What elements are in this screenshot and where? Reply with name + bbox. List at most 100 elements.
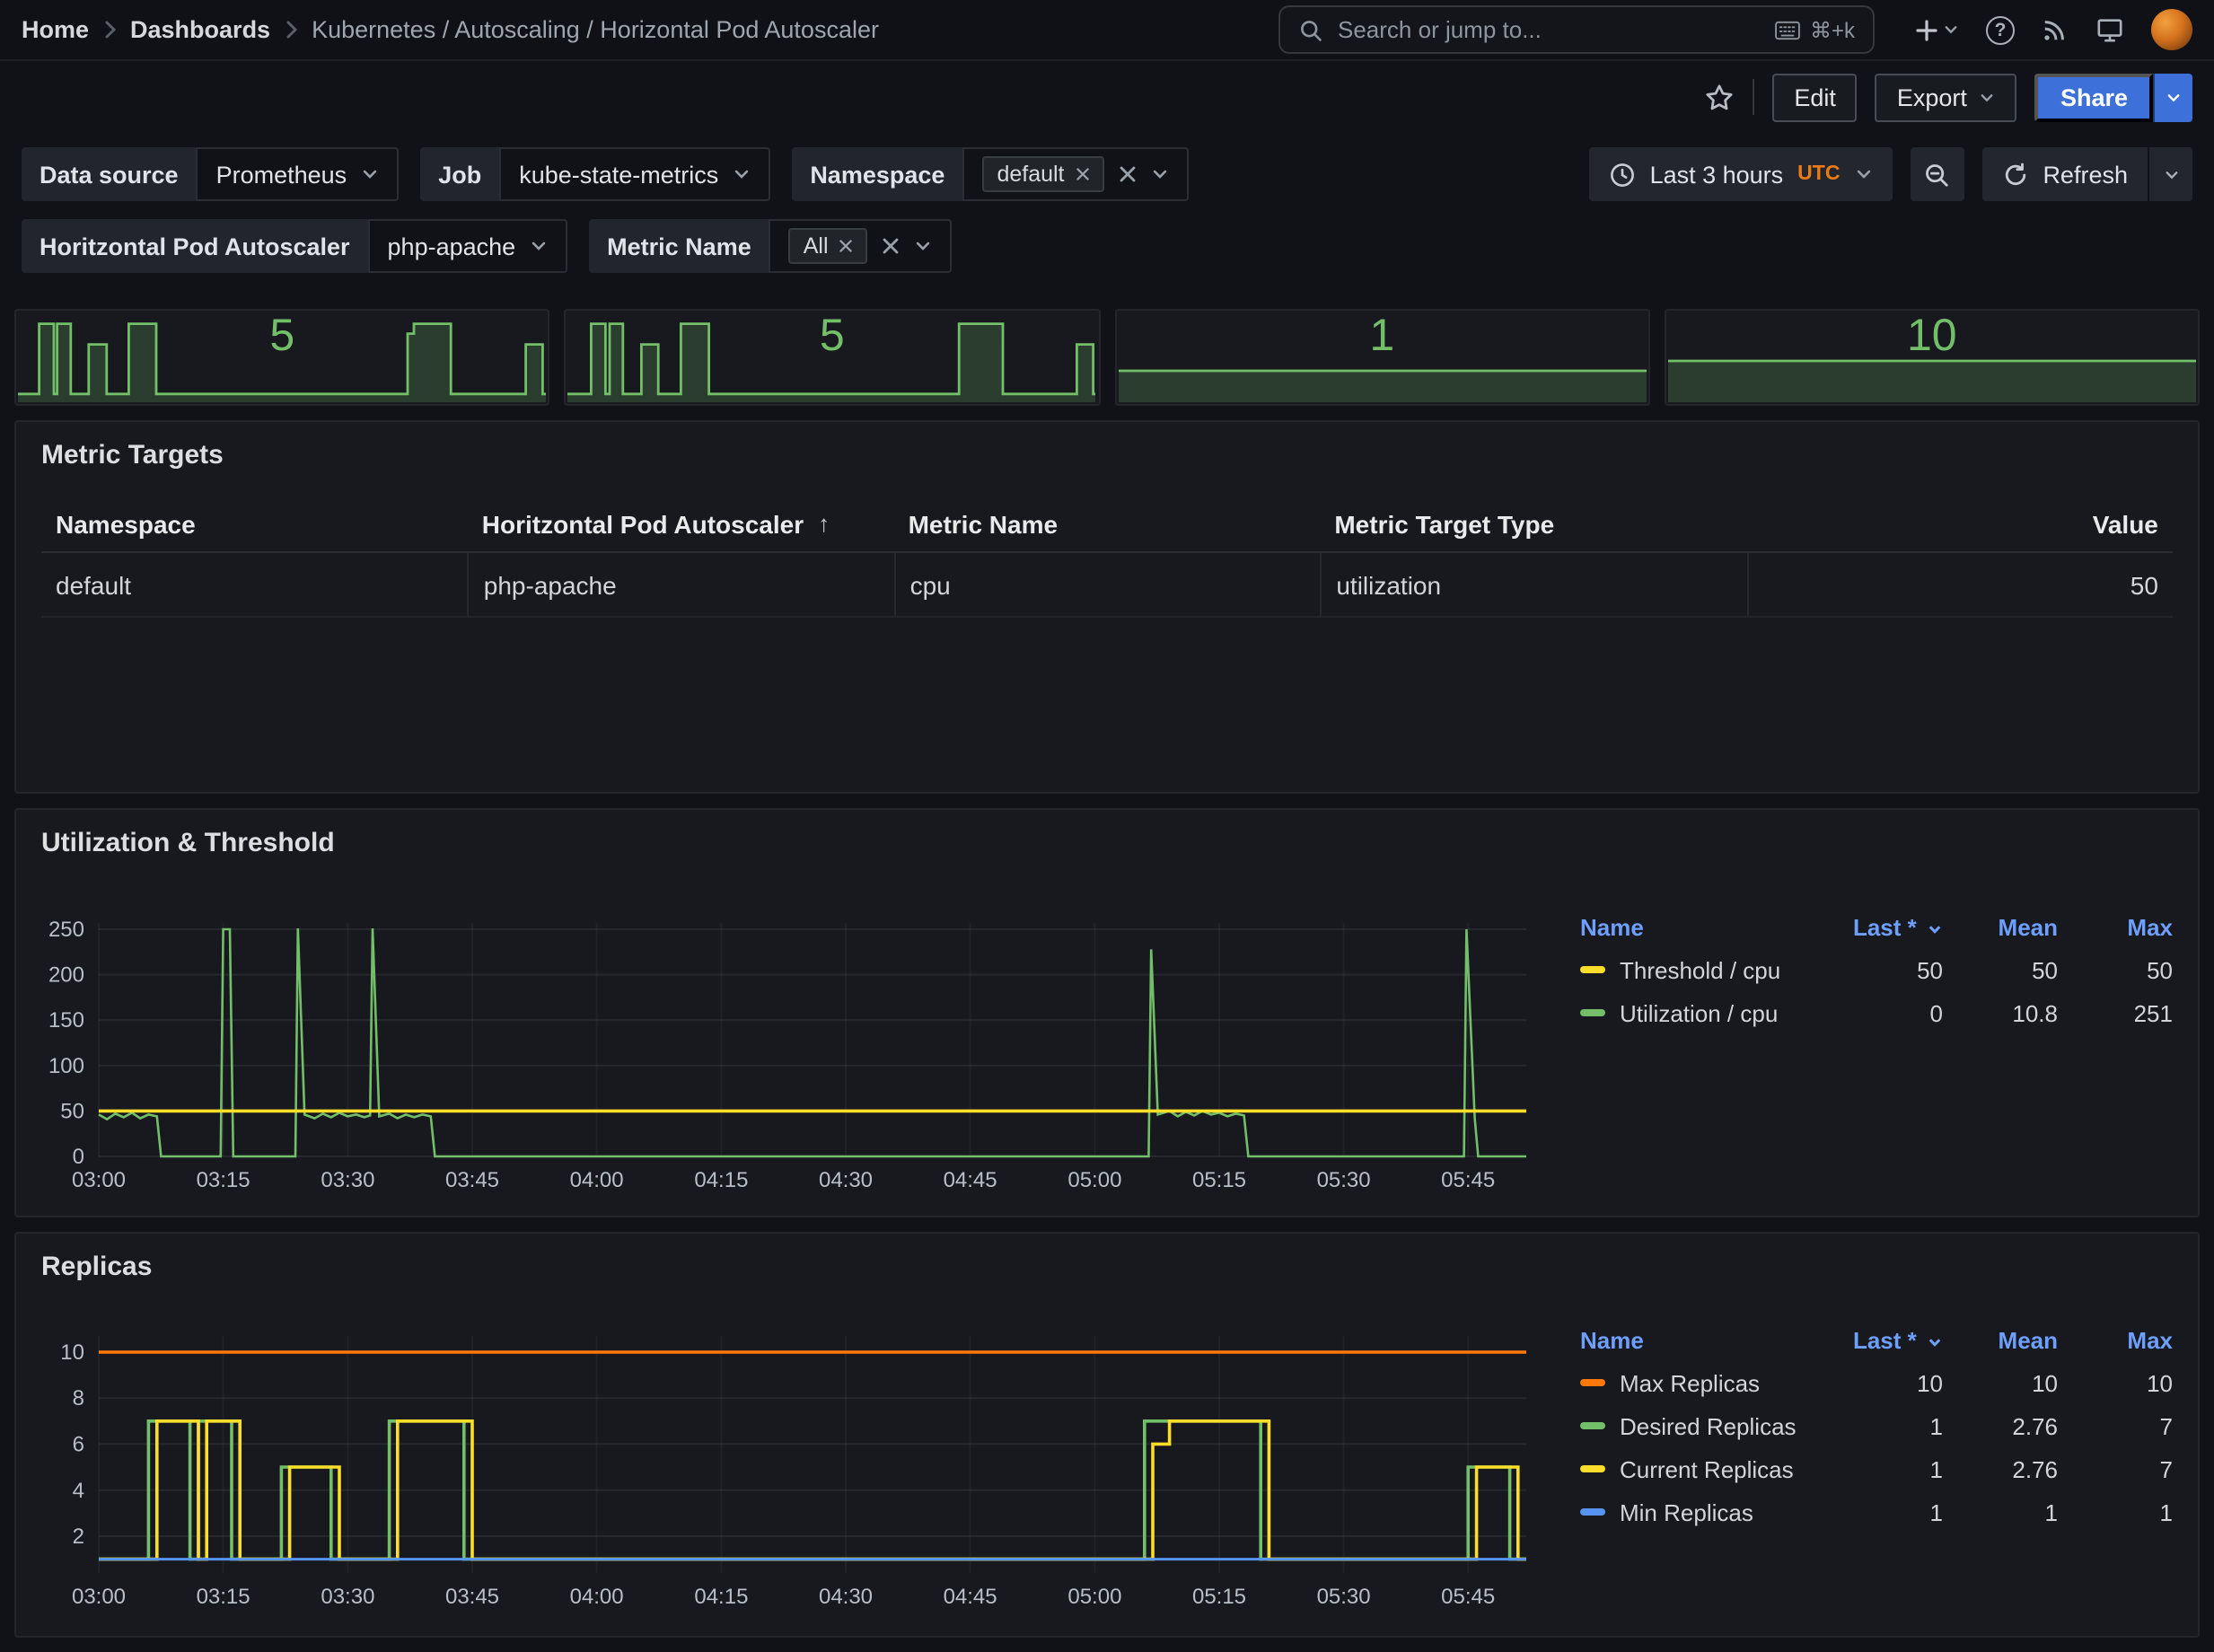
table-header-value[interactable]: Value [2092,509,2158,538]
svg-text:03:45: 03:45 [445,1168,499,1192]
add-button[interactable] [1914,17,1959,42]
star-dashboard-button[interactable] [1704,82,1735,112]
svg-text:03:00: 03:00 [72,1168,126,1192]
legend-header-name[interactable]: Name [1580,1326,1644,1353]
svg-text:6: 6 [73,1432,84,1456]
legend-header-max[interactable]: Max [2127,913,2173,940]
utilization-threshold-panel: Utilization & Threshold 0 50 100 150 200 250 0… [14,808,2200,1217]
clear-icon[interactable] [1119,165,1137,183]
legend-header-mean[interactable]: Mean [1998,1326,2058,1353]
svg-text:250: 250 [48,918,84,942]
table-cell: default [56,570,132,599]
breadcrumb-home[interactable]: Home [22,16,90,43]
refresh-icon [2005,162,2025,185]
stat-sparkline [18,320,547,402]
svg-text:03:15: 03:15 [197,1585,250,1609]
export-button[interactable]: Export [1875,73,2017,121]
search-input[interactable] [1338,16,1760,43]
clear-icon[interactable] [883,237,901,255]
refresh-button[interactable]: Refresh [1981,147,2148,201]
namespace-picker[interactable]: default [962,147,1189,201]
legend-mean-value: 50 [2032,956,2058,983]
table-header-namespace[interactable]: Namespace [56,509,196,538]
breadcrumb-separator-icon [103,20,116,40]
chart-canvas[interactable]: 2 4 6 8 10 03:00 03:15 03:30 03:45 04:00 04:15 04:3… [27,1325,1544,1612]
share-button[interactable]: Share [2034,73,2153,121]
svg-text:2: 2 [73,1525,84,1549]
legend-series-name[interactable]: Utilization / cpu [1580,999,1828,1026]
legend-header-last-[interactable]: Last * [1828,913,1943,940]
metric-name-picker[interactable]: All [769,219,953,273]
stat-panel[interactable]: 5 [564,309,1100,406]
legend-row: Threshold / cpu 50 50 50 [1580,948,2173,991]
chevron-down-icon [530,237,548,255]
legend-series-name[interactable]: Threshold / cpu [1580,956,1828,983]
table-header-metric-name[interactable]: Metric Name [908,509,1059,538]
metric-tag[interactable]: All [788,228,868,264]
svg-text:4: 4 [73,1479,84,1503]
kiosk-mode-button[interactable] [2095,16,2124,43]
legend-series-name[interactable]: Desired Replicas [1580,1412,1828,1439]
stat-value: 1 [1369,311,1395,361]
legend-header-name[interactable]: Name [1580,913,1644,940]
job-picker[interactable]: kube-state-metrics [499,147,771,201]
remove-tag-icon[interactable] [1076,167,1090,181]
hpa-picker[interactable]: php-apache [367,219,568,273]
news-button[interactable] [2042,16,2069,43]
help-icon: ? [1986,15,2015,44]
zoom-out-button[interactable] [1910,147,1964,201]
table-header-horitzontal-pod-autoscaler[interactable]: Horitzontal Pod Autoscaler ↑ [481,509,830,538]
table-cell: php-apache [467,553,894,616]
stat-panel[interactable]: 1 [1114,309,1650,406]
stat-value: 5 [819,311,845,361]
share-menu-button[interactable] [2153,73,2192,121]
search-box[interactable]: ⌘+k [1278,5,1875,54]
panel-title[interactable]: Utilization & Threshold [41,828,335,858]
legend-header-mean[interactable]: Mean [1998,913,2058,940]
legend-header-max[interactable]: Max [2127,1326,2173,1353]
legend-max-value: 50 [2147,956,2173,983]
chart-canvas[interactable]: 0 50 100 150 200 250 03:00 03:15 03:30 03:45 04:00… [27,912,1544,1196]
timezone-badge: UTC [1797,163,1841,185]
replicas-panel: Replicas 2 4 6 8 10 03:00 03:15 03:30 03:45 04:00… [14,1232,2200,1638]
chevron-down-icon [1928,925,1941,933]
table-cell: cpu [893,553,1321,616]
legend-max-value: 7 [2159,1412,2173,1439]
monitor-icon [2097,19,2122,42]
svg-text:03:45: 03:45 [445,1585,499,1609]
svg-text:100: 100 [48,1054,84,1078]
legend-max-value: 251 [2133,999,2173,1026]
legend-series-name[interactable]: Max Replicas [1580,1369,1828,1396]
variable-datasource: Data source Prometheus [22,147,400,201]
replicas-chart[interactable]: 2 4 6 8 10 03:00 03:15 03:30 03:45 04:00 04:15 04:3… [27,1325,1544,1612]
time-range-picker[interactable]: Last 3 hours UTC [1588,147,1893,201]
legend-row: Utilization / cpu 0 10.8 251 [1580,991,2173,1034]
stat-panels-row: 5 5 1 10 [14,309,2200,406]
legend-series-name[interactable]: Min Replicas [1580,1498,1828,1525]
refresh-interval-button[interactable] [2149,147,2192,201]
stat-panel[interactable]: 5 [14,309,550,406]
legend-header-row: Name Last * Mean Max [1580,1318,2173,1361]
help-button[interactable]: ? [1986,15,2015,44]
legend-header-last-[interactable]: Last * [1828,1326,1943,1353]
panel-title[interactable]: Replicas [41,1252,153,1282]
svg-text:05:30: 05:30 [1317,1585,1371,1609]
remove-tag-icon[interactable] [839,239,854,253]
stat-panel[interactable]: 10 [1664,309,2200,406]
legend-series-name[interactable]: Current Replicas [1580,1455,1828,1482]
datasource-picker[interactable]: Prometheus [196,147,400,201]
table-header-metric-target-type[interactable]: Metric Target Type [1334,509,1555,538]
utilization-chart[interactable]: 0 50 100 150 200 250 03:00 03:15 03:30 03:45 04:00… [27,912,1544,1196]
breadcrumb-dashboards[interactable]: Dashboards [130,16,271,43]
svg-text:03:15: 03:15 [197,1168,250,1192]
utilization-legend: Name Last * Mean Max Threshold / cpu 50 50 50 U… [1544,905,2176,1196]
user-avatar[interactable] [2151,9,2192,50]
chevron-down-icon [1854,165,1872,183]
panel-title[interactable]: Metric Targets [41,440,224,470]
table-header-row: Namespace Horitzontal Pod Autoscaler ↑ Metr… [41,496,2173,553]
edit-button[interactable]: Edit [1772,73,1858,121]
namespace-tag[interactable]: default [982,156,1104,192]
breadcrumb: Home Dashboards Kubernetes / Autoscaling… [22,16,879,43]
breadcrumb-current-dashboard: Kubernetes / Autoscaling / Horizontal Po… [312,16,879,43]
